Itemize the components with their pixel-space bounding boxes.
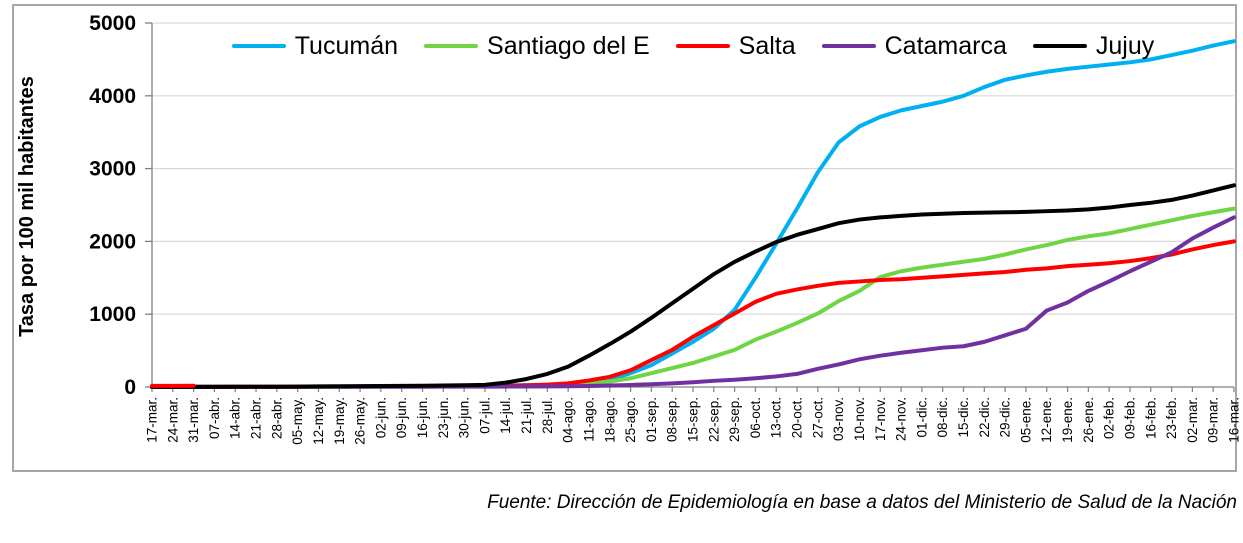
x-tick-label: 08-sep. [665, 397, 680, 442]
legend-item: Santiago del E [424, 31, 650, 60]
x-tick-label: 12-may. [311, 397, 326, 445]
x-tick-label: 19-ene. [1060, 397, 1075, 443]
x-tick-label: 09-mar. [1206, 397, 1221, 443]
legend-swatch [231, 43, 286, 49]
x-tick-label: 14-jul. [498, 397, 513, 434]
chart-frame [12, 4, 1237, 472]
x-tick-label: 04-ago. [561, 397, 576, 443]
y-tick-label: 0 [124, 376, 136, 399]
legend-label: Jujuy [1095, 31, 1155, 60]
x-tick-label: 12-ene. [1039, 397, 1054, 443]
x-tick-label: 27-oct. [810, 397, 825, 438]
x-tick-label: 16-mar. [1227, 397, 1242, 443]
x-tick-label: 13-oct. [769, 397, 784, 438]
legend-swatch [821, 43, 876, 49]
x-tick-label: 20-oct. [790, 397, 805, 438]
x-tick-label: 22-sep. [706, 397, 721, 442]
x-tick-label: 25-ago. [623, 397, 638, 443]
x-tick-label: 24-mar. [165, 397, 180, 443]
x-tick-label: 29-sep. [727, 397, 742, 442]
x-tick-label: 23-jun. [436, 397, 451, 438]
x-tick-label: 14-abr. [228, 397, 243, 439]
series-line-1-santiago-del-e [150, 206, 1236, 389]
x-tick-label: 07-abr. [207, 397, 222, 439]
x-tick-label: 17-mar. [145, 397, 160, 443]
legend-label: Tucumán [294, 31, 399, 60]
legend-label: Salta [738, 31, 796, 60]
x-tick-label: 08-dic. [935, 397, 950, 438]
legend-swatch [424, 43, 479, 49]
y-tick-label: 4000 [89, 85, 136, 108]
x-tick-label: 16-feb. [1143, 397, 1158, 439]
x-tick-label: 21-jul. [519, 397, 534, 434]
x-tick-label: 05-may. [290, 397, 305, 445]
x-tick-label: 16-jun. [415, 397, 430, 438]
x-tick-label: 03-nov. [831, 397, 846, 441]
x-tick-label: 21-abr. [249, 397, 264, 439]
series-line-4-jujuy [150, 183, 1236, 389]
x-tick-label: 11-ago. [581, 397, 596, 442]
x-tick-label: 24-nov. [894, 397, 909, 441]
y-tick-label: 3000 [89, 158, 136, 181]
legend-label: Santiago del E [487, 31, 650, 60]
x-tick-label: 07-jul. [477, 397, 492, 434]
x-tick-label: 09-jun. [394, 397, 409, 438]
x-tick-label: 31-mar. [186, 397, 201, 443]
x-tick-label: 06-oct. [748, 397, 763, 438]
x-tick-label: 02-jun. [373, 397, 388, 438]
x-tick-label: 18-ago. [602, 397, 617, 443]
x-tick-label: 10-nov. [852, 397, 867, 441]
x-tick-label: 15-dic. [956, 397, 971, 438]
legend-item: Tucumán [231, 31, 399, 60]
legend-item: Salta [675, 31, 796, 60]
legend-label: Catamarca [884, 31, 1007, 60]
x-tick-label: 28-jul. [540, 397, 555, 434]
y-tick-label: 2000 [89, 230, 136, 253]
legend-item: Jujuy [1032, 31, 1155, 60]
legend-swatch [1032, 43, 1087, 49]
y-axis-title: Tasa por 100 mil habitantes [16, 76, 38, 337]
x-tick-label: 19-may. [332, 397, 347, 445]
x-tick-label: 05-ene. [1018, 397, 1033, 443]
x-tick-label: 26-may. [353, 397, 368, 445]
x-tick-label: 29-dic. [998, 397, 1013, 438]
y-tick-label: 5000 [89, 12, 136, 35]
x-tick-label: 30-jun. [457, 397, 472, 438]
legend-swatch [675, 43, 730, 49]
x-tick-label: 09-feb. [1122, 397, 1137, 439]
x-tick-label: 01-dic. [914, 397, 929, 438]
x-tick-label: 17-nov. [873, 397, 888, 441]
x-tick-label: 02-mar. [1185, 397, 1200, 443]
source-note: Fuente: Dirección de Epidemiología en ba… [487, 492, 1237, 513]
legend: Tucumán Santiago del E Salta Catamarca Jujuy [152, 28, 1234, 64]
x-tick-label: 26-ene. [1081, 397, 1096, 443]
legend-item: Catamarca [821, 31, 1007, 60]
x-tick-label: 28-abr. [269, 397, 284, 439]
y-tick-label: 1000 [89, 303, 136, 326]
x-tick-label: 22-dic. [977, 397, 992, 438]
x-tick-label: 23-feb. [1164, 397, 1179, 439]
x-tick-label: 15-sep. [686, 397, 701, 442]
x-tick-label: 01-sep. [644, 397, 659, 442]
x-tick-label: 02-feb. [1102, 397, 1117, 439]
